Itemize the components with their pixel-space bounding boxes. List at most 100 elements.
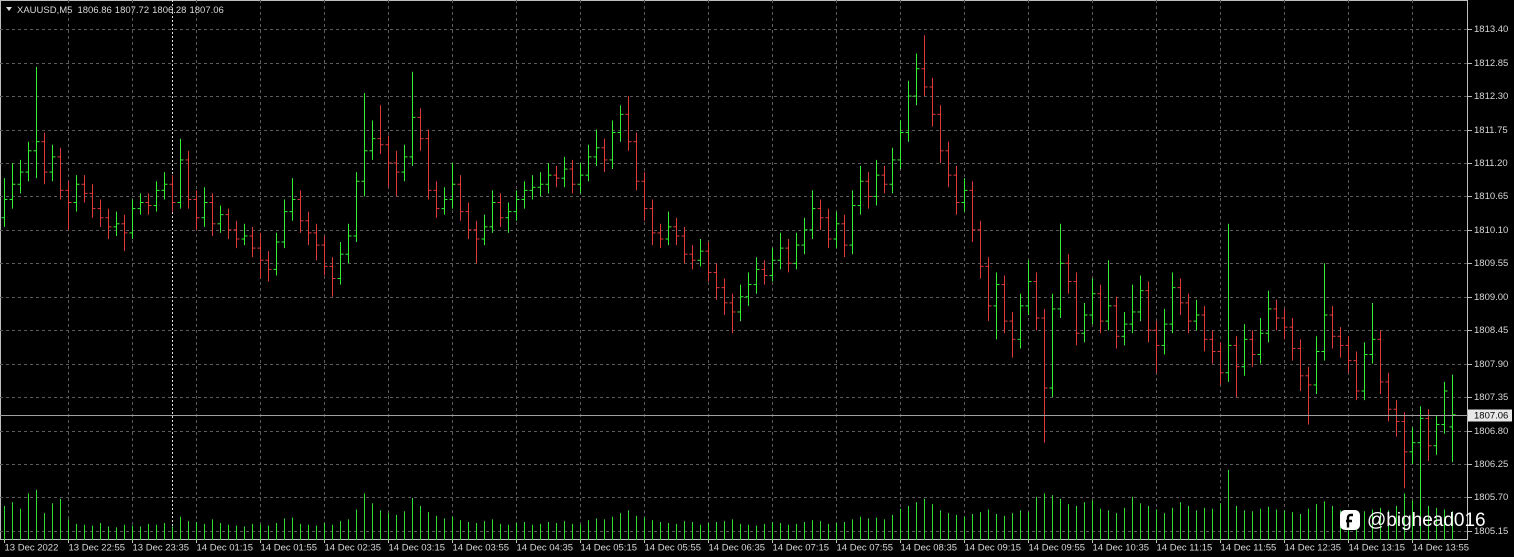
ohlc-bar [617,105,624,142]
ohlc-bar [345,223,352,264]
ohlc-bar [801,217,808,255]
ohlc-bar [425,129,432,200]
ohlc-bar [1161,308,1168,355]
ohlc-bar [1057,223,1064,319]
ohlc-bar [841,214,848,258]
x-tick-label: 14 Dec 03:15 [389,543,446,554]
ohlc-bar [761,260,768,285]
ohlc-bar [1121,311,1128,346]
x-tick-label: 14 Dec 09:55 [1029,543,1086,554]
ohlc-bar [89,184,96,218]
ohlc-bar [585,144,592,182]
ohlc-bar [17,159,24,194]
ohlc-bar [737,284,744,322]
ohlc-bar [289,178,296,221]
x-tick-label: 13 Dec 22:55 [69,543,126,554]
ohlc-bar [785,238,792,273]
ohlc-bar [1313,336,1320,395]
ohlc-bar [985,257,992,322]
ohlc-bar [969,181,976,243]
x-tick-label: 14 Dec 13:15 [1349,543,1406,554]
x-tick-label: 14 Dec 03:55 [453,543,510,554]
ohlc-bar [833,211,840,249]
ohlc-bar [809,190,816,239]
x-tick-label: 14 Dec 05:55 [645,543,702,554]
price-label-box [1468,409,1512,422]
ohlc-bar [665,211,672,246]
ohlc-bar [113,211,120,236]
close: 1807.06 [189,5,223,16]
ohlc-bar [1145,281,1152,343]
ohlc-bar [185,150,192,209]
ohlc-bar [65,181,72,230]
ohlc-bar [1,178,8,227]
y-tick-label: 1811.20 [1474,158,1508,169]
ohlc-bar [1233,336,1240,398]
ohlc-bar [889,147,896,194]
ohlc-bar [49,144,56,182]
x-tick-label: 14 Dec 07:55 [837,543,894,554]
ohlc-bar [977,220,984,279]
ohlc-bar [1385,372,1392,422]
ohlc-bar [377,105,384,154]
x-tick-label: 13 Dec 23:35 [133,543,190,554]
ohlc-bar [121,214,128,252]
ohlc-bar [1073,272,1080,346]
x-tick-label: 14 Dec 04:35 [517,543,574,554]
ohlc-bar [505,202,512,233]
ohlc-bar [353,172,360,243]
y-tick-label: 1805.70 [1474,492,1508,503]
ohlc-bar [553,166,560,188]
ohlc-bar [225,208,232,239]
ohlc-bar [793,232,800,270]
ohlc-bar [537,172,544,197]
ohlc-bar [473,220,480,264]
ohlc-bar [577,162,584,194]
x-tick-label: 14 Dec 11:55 [1221,543,1277,554]
ohlc-bar [297,190,304,233]
ohlc-bar [1065,254,1072,294]
ohlc-bar [753,257,760,294]
ohlc-bar [609,120,616,170]
ohlc-bar [937,105,944,163]
ohlc-bar [1001,275,1008,334]
ohlc-bar [1081,302,1088,343]
x-tick-label: 14 Dec 01:15 [197,543,254,554]
ohlc-bar [961,178,968,212]
y-tick-label: 1809.00 [1474,292,1508,303]
ohlc-bar [313,223,320,261]
ohlc-bar [433,181,440,218]
ohlc-bar [1033,272,1040,331]
ohlc-bar [457,175,464,221]
y-tick-label: 1812.85 [1474,58,1508,69]
ohlc-bar [1337,327,1344,358]
ohlc-bar [449,162,456,209]
ohlc-bar [1249,330,1256,367]
ohlc-bar [41,132,48,185]
ohlc-bar [1401,412,1408,489]
ohlc-bar [921,35,928,97]
symbol: XAUUSD,M5 [17,5,72,16]
x-tick-label: 14 Dec 12:35 [1285,543,1342,554]
ohlc-bar [1009,311,1016,358]
ohlc-bar [9,162,16,209]
ohlc-bar [193,190,200,230]
y-tick-label: 1813.40 [1474,24,1508,35]
ohlc-bar [545,162,552,194]
ohlc-bar [1209,330,1216,364]
chart-header: XAUUSD,M5 1806.86 1807.72 1806.28 1807.06 [17,5,224,16]
ohlc-bar [1393,400,1400,437]
ohlc-bar [129,199,136,239]
ohlc-bar [1377,330,1384,395]
ohlc-bar [1329,305,1336,349]
ohlc-bar [745,272,752,306]
ohlc-bar [1153,321,1160,373]
ohlc-bar [1241,324,1248,376]
ohlc-bar [321,235,328,276]
ohlc-bar [1129,284,1136,334]
x-tick-label: 14 Dec 11:15 [1157,543,1213,554]
ohlc-bar [593,129,600,167]
ohlc-bar [1217,342,1224,385]
ohlc-bar [57,147,64,200]
ohlc-bar [417,108,424,151]
